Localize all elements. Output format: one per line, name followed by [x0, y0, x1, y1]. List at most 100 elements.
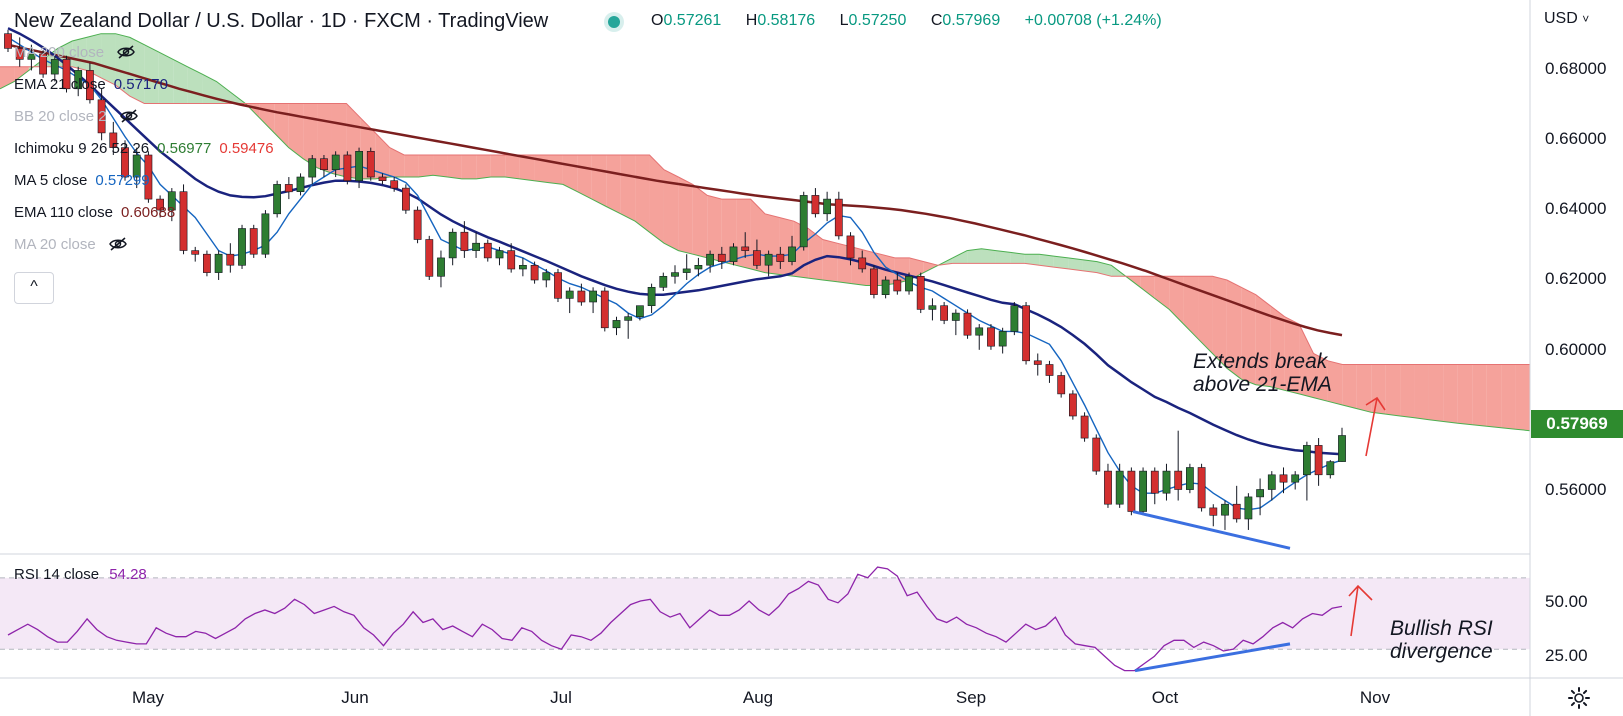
price-tick: 0.62000 [1545, 269, 1607, 288]
candle-body [671, 272, 679, 277]
candle-body [717, 253, 726, 262]
cloud-segment [663, 169, 679, 251]
open-value: 0.57261 [663, 12, 722, 29]
currency-selector[interactable]: USD ˅ [1544, 10, 1589, 28]
candle-body [1326, 461, 1335, 476]
chart-annotations [1132, 396, 1386, 550]
candle-body [1232, 503, 1241, 520]
market-status-dot [608, 16, 620, 28]
legend-ma5-name: MA 5 close [14, 172, 88, 189]
candle-body [401, 187, 410, 211]
cloud-segment [433, 154, 448, 178]
candle-body [284, 184, 293, 193]
candle-body [1033, 360, 1042, 365]
rsi-legend-name: RSI 14 close [14, 566, 100, 583]
ema110-line [7, 43, 1343, 337]
cloud-segment [591, 154, 607, 207]
candle-body [554, 272, 562, 299]
candle-body [963, 312, 972, 336]
cloud-segment [418, 154, 434, 178]
candle-body [97, 99, 106, 134]
candle-body [811, 195, 820, 215]
candle-body [1045, 364, 1054, 376]
gear-icon[interactable] [1567, 686, 1591, 710]
legend-ema110[interactable]: EMA 110 close 0.60688 [14, 204, 175, 221]
candle-body [1303, 445, 1311, 476]
rsi-tick: 50.00 [1545, 592, 1588, 611]
candle-body [635, 305, 644, 318]
low-value: 0.57250 [848, 12, 907, 29]
cloud-segment [1053, 256, 1069, 269]
legend-ma20[interactable]: MA 20 close [14, 236, 128, 253]
candle-body [4, 33, 12, 49]
candle-body [1197, 467, 1206, 509]
candle-body [905, 275, 913, 292]
cloud-segment [303, 103, 318, 168]
candle-body [916, 275, 925, 310]
legend-ichimoku[interactable]: Ichimoku 9 26 52 26 0.56977 0.59476 [14, 140, 274, 157]
rsi-legend[interactable]: RSI 14 close 54.28 [14, 566, 147, 583]
cloud-segment [707, 195, 722, 262]
cloud-segment [678, 177, 693, 255]
eye-off-icon[interactable] [116, 45, 136, 59]
candle-body [378, 176, 387, 182]
candle-body [589, 290, 597, 303]
legend-ma200[interactable]: MA 200 close [14, 44, 136, 61]
open-label: O [651, 12, 664, 29]
cloud-segment [562, 154, 578, 192]
eye-off-icon[interactable] [108, 237, 128, 251]
annotation-rsi-divergence: Bullish RSI divergence [1390, 617, 1493, 663]
legend-ma5-value: 0.57299 [95, 172, 150, 189]
legend-ema21[interactable]: EMA 21 close 0.57170 [14, 76, 168, 93]
cloud-segment [822, 239, 838, 282]
time-tick: Sep [955, 688, 987, 707]
time-tick: Nov [1359, 688, 1391, 707]
legend-collapse-button[interactable]: ^ [14, 272, 54, 304]
candle-body [951, 312, 960, 321]
change-value: +0.00708 (+1.24%) [1024, 12, 1162, 29]
rsi-pane [0, 566, 1530, 673]
candle-body [1291, 474, 1300, 483]
candle-body [1069, 393, 1077, 417]
candle-body [507, 250, 516, 270]
candle-body [565, 290, 574, 299]
price-tick: 0.66000 [1545, 129, 1607, 148]
ema21-line [7, 27, 1343, 456]
eye-off-icon[interactable] [119, 109, 139, 123]
cloud-segment [1486, 364, 1502, 428]
rsi-tick: 25.00 [1545, 646, 1588, 665]
candle-body [238, 228, 246, 266]
candle-body [296, 176, 305, 192]
symbol-title[interactable]: New Zealand Dollar / U.S. Dollar · 1D · … [14, 10, 549, 32]
candle-body [1209, 507, 1218, 516]
senkou-span-b [0, 66, 1530, 365]
candle-body [1314, 445, 1323, 476]
candle-body [1186, 467, 1194, 490]
candle-body [1022, 305, 1030, 362]
cloud-segment [1082, 259, 1097, 273]
cloud-segment [389, 147, 405, 178]
arrow-up-icon [1365, 396, 1386, 457]
legend-ichimoku-value-b: 0.59476 [219, 140, 274, 157]
cloud-segment [1270, 305, 1285, 391]
price-tick: 0.68000 [1545, 59, 1607, 78]
legend-ma5[interactable]: MA 5 close 0.57299 [14, 172, 150, 189]
candle-body [858, 257, 867, 270]
legend-bb20[interactable]: BB 20 close 2 [14, 108, 139, 125]
cloud-segment [808, 228, 823, 280]
legend-ma20-name: MA 20 close [14, 236, 96, 253]
candle-body [764, 253, 773, 266]
cloud-segment [548, 154, 563, 185]
candle-body [179, 191, 188, 251]
legend-bb20-name: BB 20 close 2 [14, 108, 107, 125]
cloud-segment [736, 199, 751, 269]
senkou-span-a [0, 33, 1531, 432]
cloud-segment [534, 154, 549, 183]
candle-body [682, 268, 691, 273]
candle-body [448, 231, 457, 259]
cloud-segment [620, 154, 636, 222]
candle-body [706, 253, 714, 266]
candle-body [437, 257, 445, 277]
